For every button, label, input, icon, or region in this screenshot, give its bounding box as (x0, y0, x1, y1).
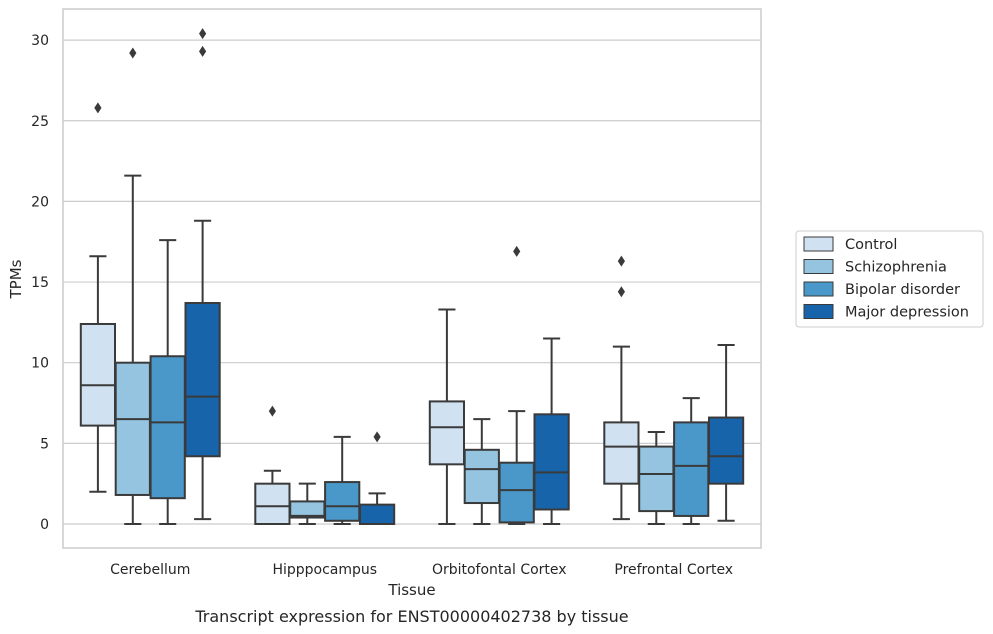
y-tick-label: 10 (31, 356, 49, 372)
outlier-point (373, 431, 381, 443)
box-body (358, 503, 396, 526)
box-body (428, 400, 466, 466)
box-body (603, 421, 640, 485)
box-body (707, 416, 745, 485)
box-1-2 (463, 418, 500, 525)
box-body (673, 421, 710, 517)
outlier-point (617, 286, 625, 298)
outlier-point (268, 405, 276, 417)
outlier-point (199, 45, 207, 57)
box-body (184, 302, 221, 458)
box-2-1 (324, 435, 361, 525)
x-axis-ticks: Cerebellum Hipppocampus Orbitofontal Corte… (110, 562, 733, 578)
box-1-3 (638, 431, 675, 525)
box-0-3 (603, 255, 640, 521)
box-body (638, 445, 675, 513)
y-tick-label: 5 (40, 436, 49, 452)
box-body (79, 322, 117, 427)
x-tick-label: Cerebellum (110, 562, 190, 578)
x-tick-label: Prefrontal Cortex (614, 562, 733, 578)
box-body (533, 413, 570, 511)
legend-frame (795, 230, 984, 328)
y-axis-ticks: 0 5 10 15 20 25 30 (31, 33, 49, 533)
box-2-0 (149, 239, 186, 525)
outlier-point (199, 28, 207, 40)
box-0-1 (254, 405, 291, 525)
legend-swatch (803, 236, 834, 252)
legend-swatch (803, 259, 834, 274)
legend-label: Schizophrenia (845, 260, 947, 276)
box-body (114, 361, 151, 496)
x-axis-title: Tissue (387, 581, 435, 599)
y-tick-label: 30 (31, 33, 49, 49)
legend-swatch (803, 281, 834, 297)
box-1-0 (114, 47, 151, 525)
legend-label: Bipolar disorder (845, 282, 960, 298)
chart-caption: Transcript expression for ENST0000040273… (194, 607, 628, 626)
legend: Control Schizophrenia Bipolar disorder Majo… (795, 230, 984, 328)
box-body (463, 448, 500, 505)
box-body (498, 461, 535, 524)
box-body (149, 355, 186, 500)
box-2-3 (673, 397, 710, 525)
y-tick-label: 0 (40, 517, 49, 533)
box-3-2 (533, 337, 570, 525)
y-axis-title: TPMs (7, 259, 25, 299)
box-0-0 (79, 102, 117, 493)
x-tick-label: Orbitofontal Cortex (432, 562, 567, 578)
outlier-point (94, 102, 102, 114)
boxes (79, 28, 745, 526)
y-tick-label: 15 (31, 275, 49, 291)
x-tick-label: Hipppocampus (272, 562, 377, 578)
outlier-point (129, 47, 137, 59)
legend-label: Control (845, 237, 897, 253)
box-2-2 (498, 245, 535, 525)
legend-entries: Control Schizophrenia Bipolar disorder Majo… (803, 236, 969, 321)
box-3-3 (707, 343, 745, 522)
legend-label: Major depression (845, 305, 969, 321)
box-3-1 (358, 431, 396, 526)
outlier-point (513, 245, 521, 257)
outlier-point (617, 255, 625, 267)
y-tick-label: 25 (31, 114, 49, 130)
box-3-0 (184, 28, 221, 521)
box-0-2 (428, 308, 466, 525)
box-body (324, 481, 361, 522)
plot-frame (62, 8, 762, 549)
box-body (254, 482, 291, 525)
box-1-1 (289, 482, 326, 525)
legend-swatch (803, 304, 834, 319)
y-tick-label: 20 (31, 194, 49, 210)
